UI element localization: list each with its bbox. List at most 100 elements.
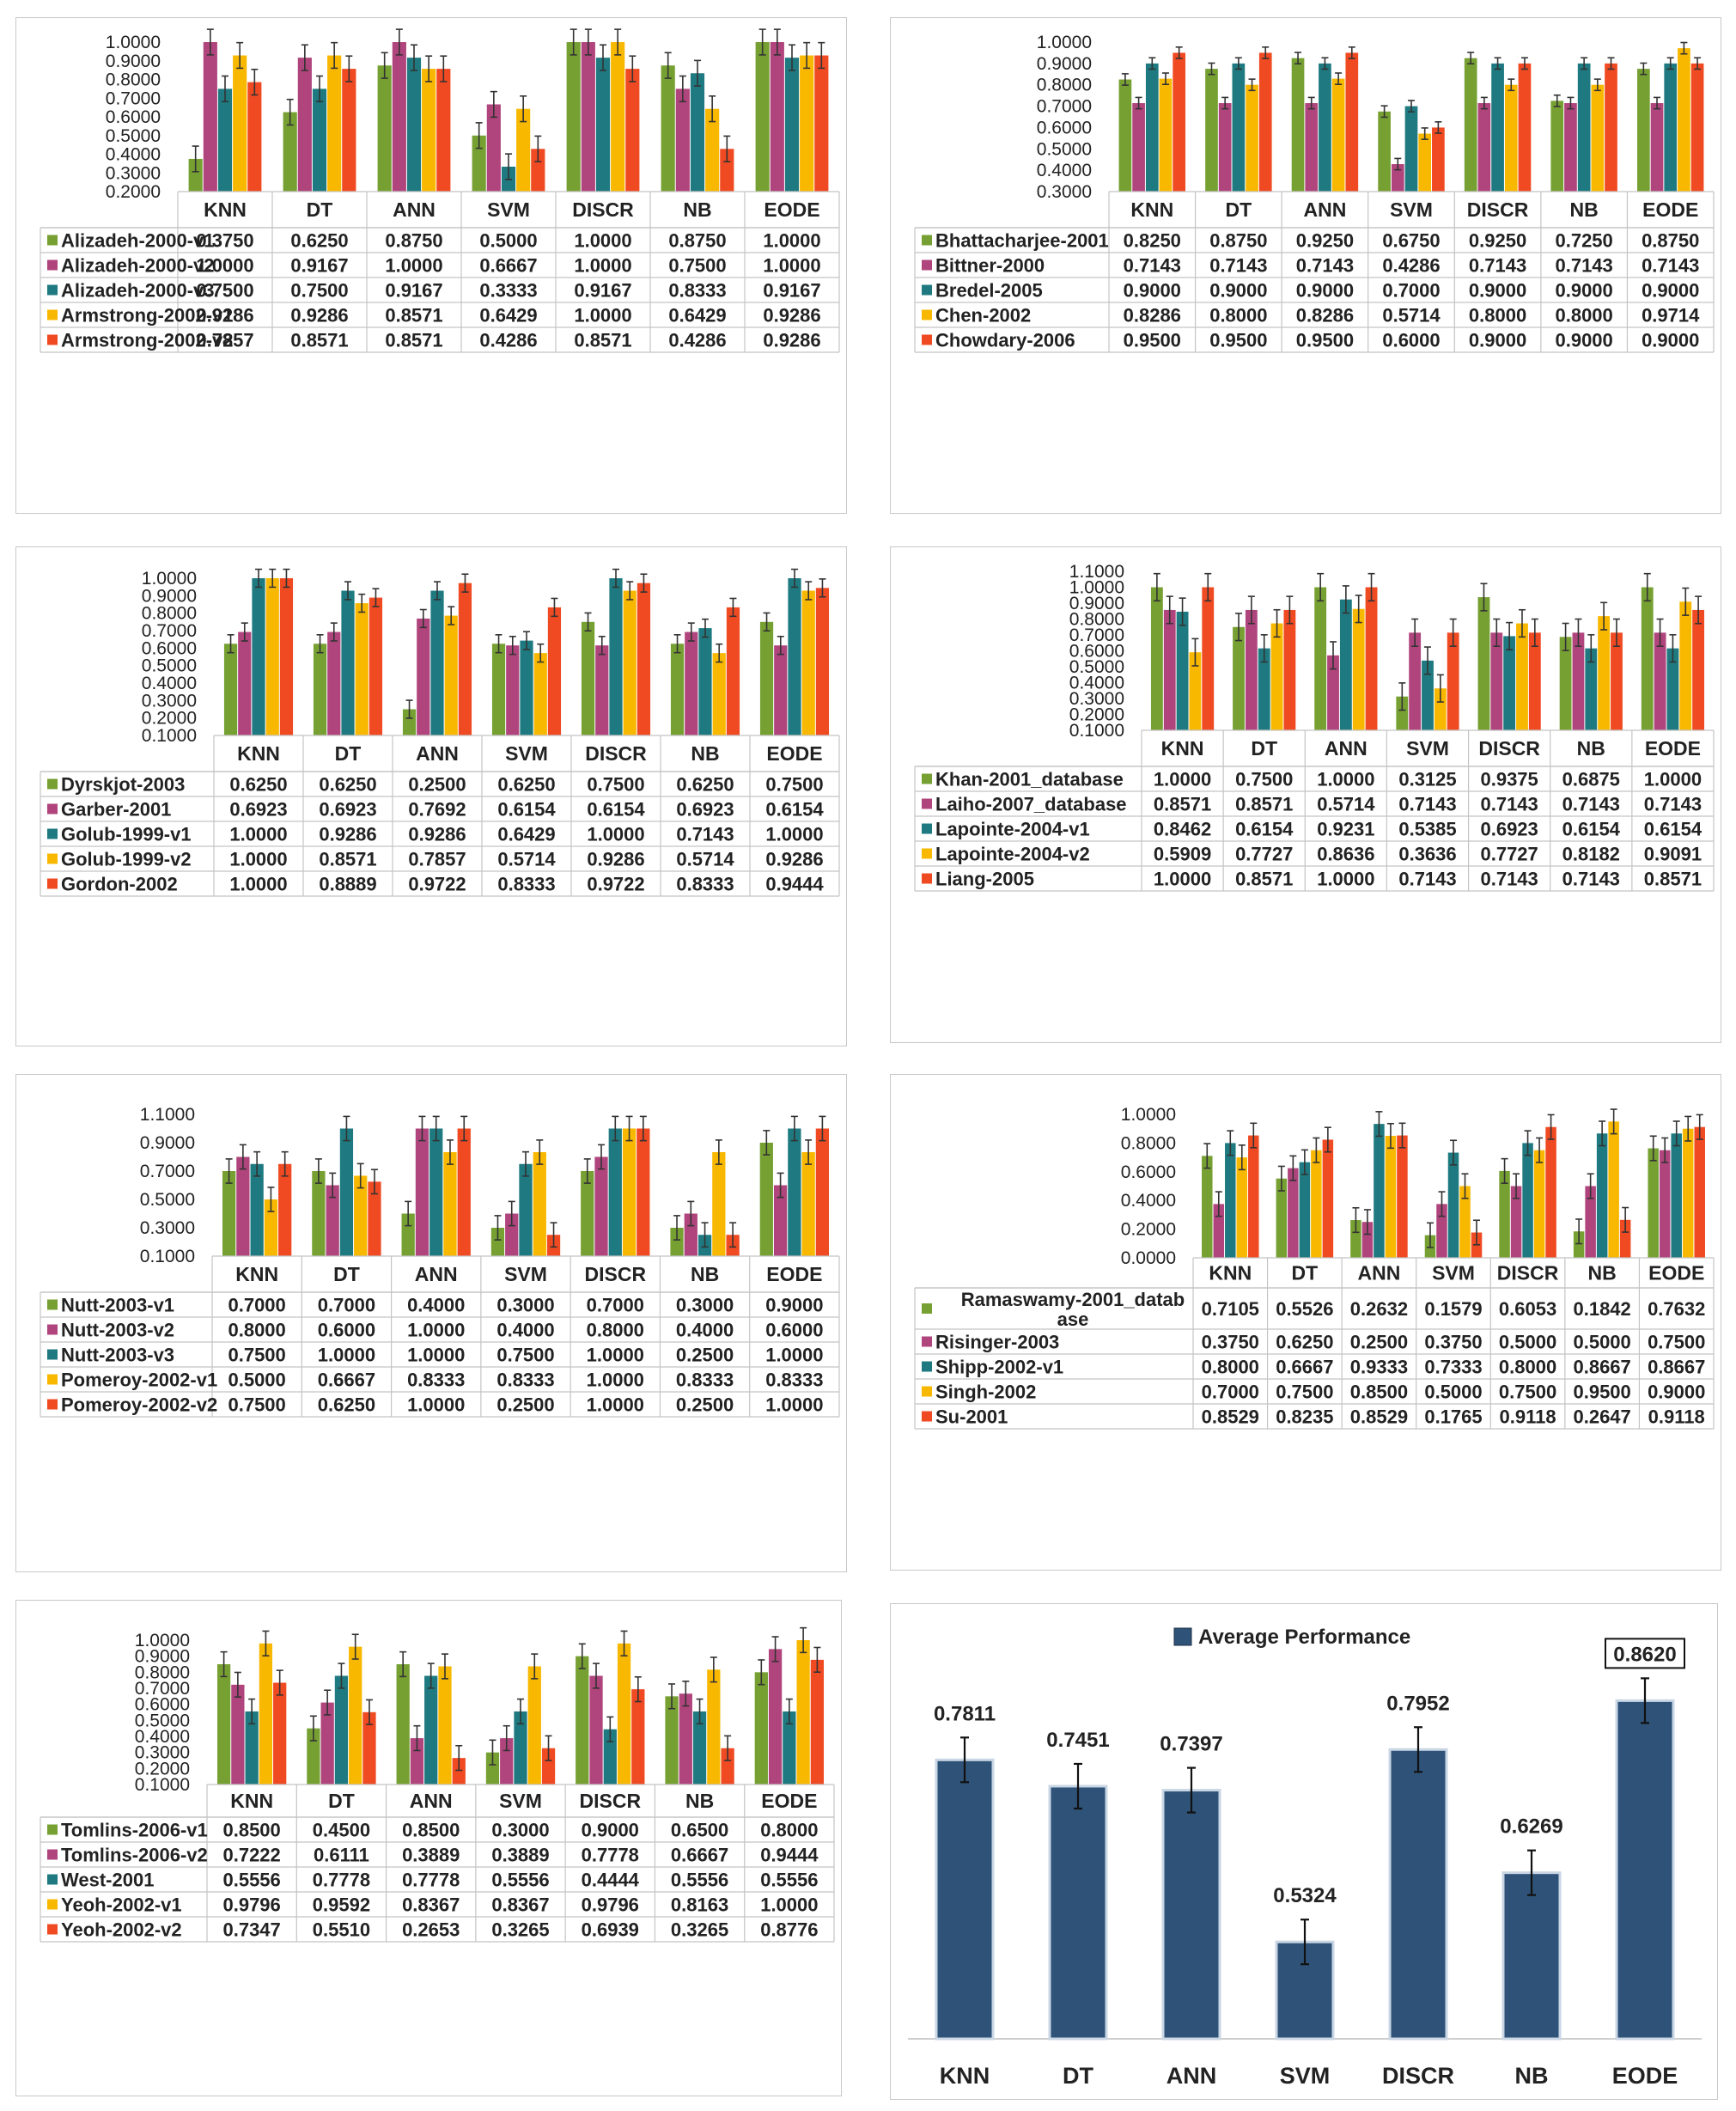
- avg-value-label: 0.7397: [1160, 1733, 1222, 1756]
- error-bar: [791, 568, 798, 589]
- error-bar: [1426, 1222, 1434, 1248]
- error-bar: [1694, 57, 1702, 70]
- data-cell: 0.8286: [1296, 305, 1354, 326]
- data-cell: 0.8163: [671, 1894, 728, 1916]
- data-cell: 0.6429: [479, 305, 537, 326]
- error-bar: [1179, 597, 1186, 626]
- data-cell: 0.7632: [1648, 1298, 1705, 1320]
- bar: [759, 1143, 773, 1256]
- error-bar: [432, 1115, 440, 1142]
- error-bar: [1587, 1173, 1594, 1199]
- column-header: DT: [1292, 1262, 1319, 1284]
- data-cell: 0.8571: [385, 330, 442, 351]
- bar: [342, 69, 356, 192]
- y-tick-label: 0.8000: [1037, 76, 1092, 95]
- y-tick-label: 1.1000: [1069, 562, 1124, 582]
- error-bar: [309, 1715, 317, 1742]
- bar: [623, 590, 637, 735]
- error-bar: [1153, 572, 1160, 602]
- error-bar: [1408, 100, 1415, 113]
- y-tick-label: 0.9000: [135, 1647, 190, 1667]
- error-bar: [1531, 618, 1538, 647]
- y-tick-label: 0.8000: [1121, 1133, 1176, 1153]
- error-bar: [819, 578, 826, 598]
- chart-panel-average-performance: Average Performance 0.7811 KNN 0.7451 DT 0.73…: [890, 1603, 1718, 2100]
- error-bar: [664, 52, 672, 79]
- error-bar: [790, 1115, 798, 1142]
- legend-key: [47, 1299, 58, 1310]
- y-tick-label: 0.8000: [1069, 610, 1124, 630]
- column-header: DT: [1251, 737, 1277, 760]
- data-cell: 0.8250: [1124, 230, 1181, 252]
- data-cell: 0.8500: [222, 1820, 280, 1841]
- data-cell: 1.0000: [229, 824, 287, 845]
- bar: [1345, 52, 1359, 192]
- error-bar: [701, 1222, 709, 1248]
- data-cell: 0.6250: [290, 230, 348, 252]
- error-bar: [534, 135, 542, 162]
- data-cell: 1.0000: [765, 1394, 823, 1416]
- error-bar: [1321, 57, 1329, 70]
- data-cell: 0.6667: [671, 1845, 728, 1866]
- error-bar: [356, 1162, 364, 1189]
- column-header: KNN: [230, 1790, 273, 1812]
- error-bar: [729, 1222, 737, 1248]
- bar: [1232, 63, 1246, 192]
- bar: [788, 1128, 801, 1256]
- bar: [814, 55, 829, 192]
- data-cell: 0.9250: [1296, 230, 1354, 252]
- data-cell: 0.8367: [491, 1894, 549, 1916]
- error-bar: [570, 28, 577, 56]
- data-cell: 0.7692: [408, 799, 466, 821]
- error-bar: [777, 1172, 784, 1199]
- data-cell: 0.2500: [408, 774, 466, 796]
- bar: [796, 1640, 810, 1785]
- bar: [1327, 655, 1339, 730]
- bar: [516, 108, 531, 192]
- bar: [1202, 1156, 1213, 1258]
- bar: [594, 1156, 608, 1256]
- error-bar: [343, 1115, 350, 1142]
- data-cell: 1.0000: [407, 1394, 465, 1416]
- data-cell: 0.5000: [228, 1370, 285, 1391]
- bar: [1422, 660, 1434, 730]
- error-bar: [639, 1115, 647, 1142]
- data-cell: 0.9500: [1124, 330, 1181, 351]
- error-bar: [1286, 595, 1294, 625]
- avg-bar-group: 0.6269 NB: [1500, 1815, 1562, 2089]
- series-name: Golub-1999-v1: [61, 824, 192, 845]
- bar: [692, 1711, 707, 1785]
- bar: [533, 653, 547, 735]
- data-cell: 0.9000: [1469, 330, 1526, 351]
- y-tick-label: 0.3000: [1069, 689, 1124, 709]
- bar: [457, 1128, 471, 1256]
- column-header: SVM: [1432, 1262, 1475, 1284]
- bars: [1150, 572, 1705, 730]
- avg-bar-group: 0.7451 DT: [1046, 1729, 1109, 2089]
- y-tick-label: 0.3000: [135, 1743, 190, 1763]
- error-bar: [763, 612, 771, 632]
- bar: [1598, 616, 1611, 730]
- error-bar: [206, 28, 214, 56]
- error-bar: [440, 55, 448, 82]
- bar: [1319, 63, 1331, 192]
- data-cell: 0.7143: [1555, 255, 1612, 277]
- error-bar: [494, 1215, 502, 1241]
- bar: [801, 1152, 815, 1256]
- column-header: NB: [691, 742, 719, 765]
- data-cell: 1.0000: [385, 255, 442, 277]
- data-cell: 1.0000: [196, 255, 253, 277]
- data-cell: 0.7500: [1235, 769, 1293, 790]
- error-bar: [1524, 1130, 1532, 1156]
- legend-key: [922, 235, 932, 246]
- data-cell: 0.7500: [228, 1394, 285, 1416]
- bar: [1339, 599, 1352, 730]
- data-cell: 0.5000: [1573, 1332, 1630, 1353]
- bar: [259, 1643, 273, 1785]
- bar: [1577, 63, 1591, 192]
- error-bar: [419, 608, 427, 629]
- column-header: SVM: [1390, 198, 1433, 221]
- data-cell: 0.6250: [229, 774, 287, 796]
- bar: [506, 645, 520, 735]
- bar: [1150, 587, 1163, 730]
